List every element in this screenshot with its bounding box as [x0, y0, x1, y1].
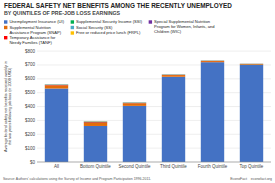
bar-segment — [162, 74, 185, 75]
bar-segment — [84, 121, 107, 122]
bar-segment — [123, 103, 146, 104]
bar-segment — [162, 75, 185, 77]
bar-segment — [123, 103, 146, 105]
bar-segment — [240, 64, 263, 65]
y-tick-label: $800 — [25, 49, 36, 54]
legend: Unemployment Insurance (UI)Supplemental … — [4, 19, 215, 44]
bar-segment — [162, 74, 185, 75]
bar-segment — [162, 74, 185, 75]
grid-line — [37, 134, 271, 135]
grid-line — [37, 92, 271, 93]
legend-label-line: Children (WIC) — [154, 29, 182, 34]
bar-segment — [162, 74, 185, 75]
grid-line — [37, 51, 271, 52]
legend-label-line: Free or reduced price lunch (FRPL) — [76, 30, 141, 35]
bar-segment — [123, 102, 146, 103]
bar-segment — [45, 84, 68, 85]
bar-segment — [84, 121, 107, 122]
bar-segment — [201, 60, 224, 61]
bar-segment — [201, 62, 224, 162]
bar-segment — [201, 60, 224, 61]
bar-segment — [240, 64, 263, 66]
legend-label: Social Security (SS) — [76, 25, 113, 30]
bar-segment — [201, 61, 224, 62]
bar-segment — [162, 77, 185, 162]
grid-line — [37, 106, 271, 107]
legend-swatch — [71, 31, 74, 34]
bar-segment — [45, 85, 68, 86]
chart: FEDERAL SAFETY NET BENEFITS AMONG THE RE… — [0, 0, 275, 183]
bar-segment — [84, 122, 107, 124]
bar-segment — [84, 121, 107, 122]
legend-label: Unemployment Insurance (UI) — [9, 19, 64, 24]
bar-segment — [123, 102, 146, 103]
y-axis-label: Average federal safety net benefits rece… — [4, 61, 12, 152]
y-tick-label: $500 — [25, 90, 36, 95]
x-axis-line — [37, 162, 271, 163]
bar-segment — [45, 89, 68, 162]
x-tick-label: Bottom Quintile — [80, 164, 111, 169]
bar-segment — [240, 63, 263, 64]
bar-segment — [123, 106, 146, 162]
source: Source: Authors' calculations using the … — [3, 177, 151, 181]
legend-label-line: Needy Families (TANF) — [9, 40, 52, 45]
bar-segment — [84, 121, 107, 122]
bar-segment — [201, 60, 224, 61]
bar-segment — [123, 102, 146, 103]
legend-swatch — [71, 26, 74, 29]
bar-segment — [45, 84, 68, 85]
x-tick-label: Second Quintile — [119, 164, 151, 169]
legend-swatch — [149, 20, 152, 23]
grid-line — [37, 162, 271, 163]
legend-label-line: Supplemental Security Income (SSI) — [76, 19, 143, 24]
bar-segment — [201, 60, 224, 61]
bar-segment — [162, 74, 185, 75]
bar-segment — [240, 63, 263, 64]
grid-line — [37, 120, 271, 121]
legend-swatch — [4, 20, 7, 23]
x-tick-label: Fourth Quintile — [198, 164, 228, 169]
legend-label-line: Unemployment Insurance (UI) — [9, 19, 64, 24]
grid — [37, 51, 271, 162]
legend-swatch — [4, 26, 7, 29]
legend-label: Free or reduced price lunch (FRPL) — [76, 30, 141, 35]
subtitle: BY QUINTILES OF PRE-JOB LOSS EARNINGS — [4, 10, 121, 16]
y-axis-label-line: Average federal safety net benefits rece… — [4, 61, 8, 152]
y-tick-label: $100 — [25, 146, 36, 151]
x-tick-label: All — [54, 164, 59, 169]
bar-segment — [240, 63, 263, 64]
y-tick-label: $300 — [25, 118, 36, 123]
x-tick-label: Top Quintile — [240, 164, 264, 169]
bar-segment — [45, 84, 68, 85]
bar-segment — [45, 84, 68, 85]
grid-line — [37, 64, 271, 65]
credit: EconoFact econofact.org — [230, 177, 272, 181]
legend-label: Temporary Assistance forNeedy Families (… — [9, 35, 56, 45]
y-tick-label: $700 — [25, 62, 36, 67]
x-tick-label: Third Quintile — [160, 164, 187, 169]
bar-segment — [84, 126, 107, 162]
bars — [45, 60, 263, 162]
bar-segment — [123, 102, 146, 103]
legend-label: Special Supplemental NutritionProgram fo… — [154, 19, 215, 33]
grid-line — [37, 148, 271, 149]
bar-segment — [45, 85, 68, 88]
legend-swatch — [71, 20, 74, 23]
bar-segment — [240, 63, 263, 64]
y-tick-label: $0 — [30, 160, 36, 165]
title: FEDERAL SAFETY NET BENEFITS AMONG THE RE… — [4, 2, 232, 9]
legend-label-line: Assistance Program (SNAP) — [9, 30, 61, 35]
y-tick-label: $200 — [25, 132, 36, 137]
y-tick-label: $600 — [25, 76, 36, 81]
bar-segment — [201, 60, 224, 61]
bar-segment — [84, 123, 107, 126]
grid-line — [37, 78, 271, 79]
legend-label: Supplemental NutritionAssistance Program… — [9, 25, 61, 35]
legend-swatch — [4, 36, 7, 39]
bar-segment — [240, 65, 263, 162]
legend-label: Supplemental Security Income (SSI) — [76, 19, 143, 24]
y-axis-label-line: the two years following job loss (in 200… — [8, 67, 12, 145]
legend-label-line: Social Security (SS) — [76, 25, 113, 30]
y-tick-label: $400 — [25, 104, 36, 109]
